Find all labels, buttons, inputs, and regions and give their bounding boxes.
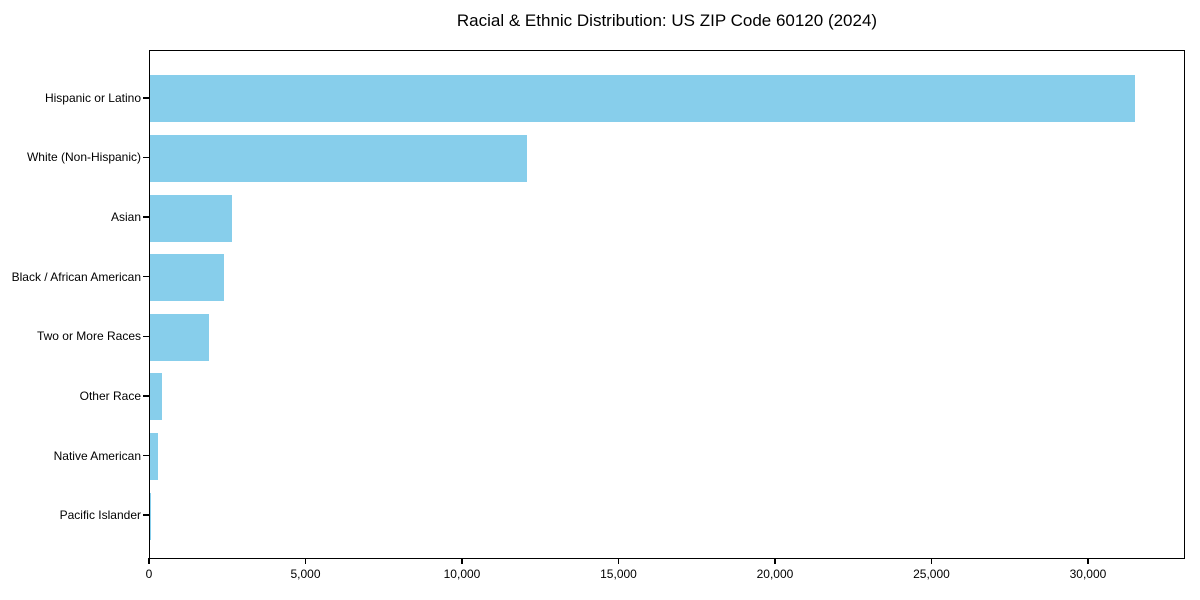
x-tick-mark bbox=[148, 558, 150, 564]
bar-black-african-american: 2355 bbox=[150, 254, 224, 302]
bar-two-or-more-races: 1875 bbox=[150, 313, 209, 361]
x-axis-tick-label-30000: 30,000 bbox=[1069, 567, 1107, 581]
bar-hispanic-or-latino: 31535 bbox=[150, 75, 1136, 123]
y-tick-mark bbox=[143, 514, 149, 516]
y-axis-label-pacific-islander: Pacific Islander bbox=[59, 508, 141, 523]
bar-other-race: 395 bbox=[150, 373, 163, 421]
x-tick-mark bbox=[304, 558, 307, 564]
y-tick-mark bbox=[143, 216, 149, 218]
y-axis-label-white-non-hispanic: White (Non-Hispanic) bbox=[26, 150, 141, 165]
y-tick-mark bbox=[143, 335, 149, 338]
x-axis-tick-label-10000: 10,000 bbox=[443, 567, 481, 581]
x-tick-mark bbox=[930, 558, 933, 564]
y-axis-label-hispanic-or-latino: Hispanic or Latino bbox=[44, 90, 141, 105]
chart-title: Racial & Ethnic Distribution: US ZIP Cod… bbox=[456, 11, 878, 30]
y-tick-mark bbox=[143, 97, 149, 99]
y-tick-mark bbox=[143, 454, 149, 457]
x-tick-mark bbox=[617, 558, 620, 564]
y-axis-label-black-african-american: Black / African American bbox=[11, 269, 141, 284]
x-axis-tick-label-15000: 15,000 bbox=[600, 567, 637, 581]
y-axis-label-asian: Asian bbox=[110, 210, 141, 225]
x-tick-mark bbox=[1087, 558, 1089, 564]
bar-native-american: 265 bbox=[150, 433, 159, 481]
bar-asian: 2610 bbox=[150, 194, 232, 242]
x-axis-tick-label-5000: 5,000 bbox=[290, 567, 321, 581]
y-tick-mark bbox=[143, 156, 149, 159]
x-tick-mark bbox=[774, 558, 776, 564]
plot-area: 315351208026102355187539526510 bbox=[149, 50, 1185, 559]
bar-white-non-hispanic: 12080 bbox=[150, 134, 528, 182]
y-axis-label-two-or-more-races: Two or More Races bbox=[36, 329, 141, 344]
y-tick-mark bbox=[143, 275, 149, 278]
x-axis-tick-label-25000: 25,000 bbox=[913, 567, 950, 581]
y-axis-label-other-race: Other Race bbox=[79, 388, 141, 403]
y-tick-mark bbox=[143, 395, 149, 397]
y-axis-label-native-american: Native American bbox=[53, 448, 141, 463]
x-axis-tick-label-0: 0 bbox=[145, 567, 153, 581]
x-axis-tick-label-20000: 20,000 bbox=[756, 567, 794, 581]
x-tick-mark bbox=[461, 558, 463, 564]
